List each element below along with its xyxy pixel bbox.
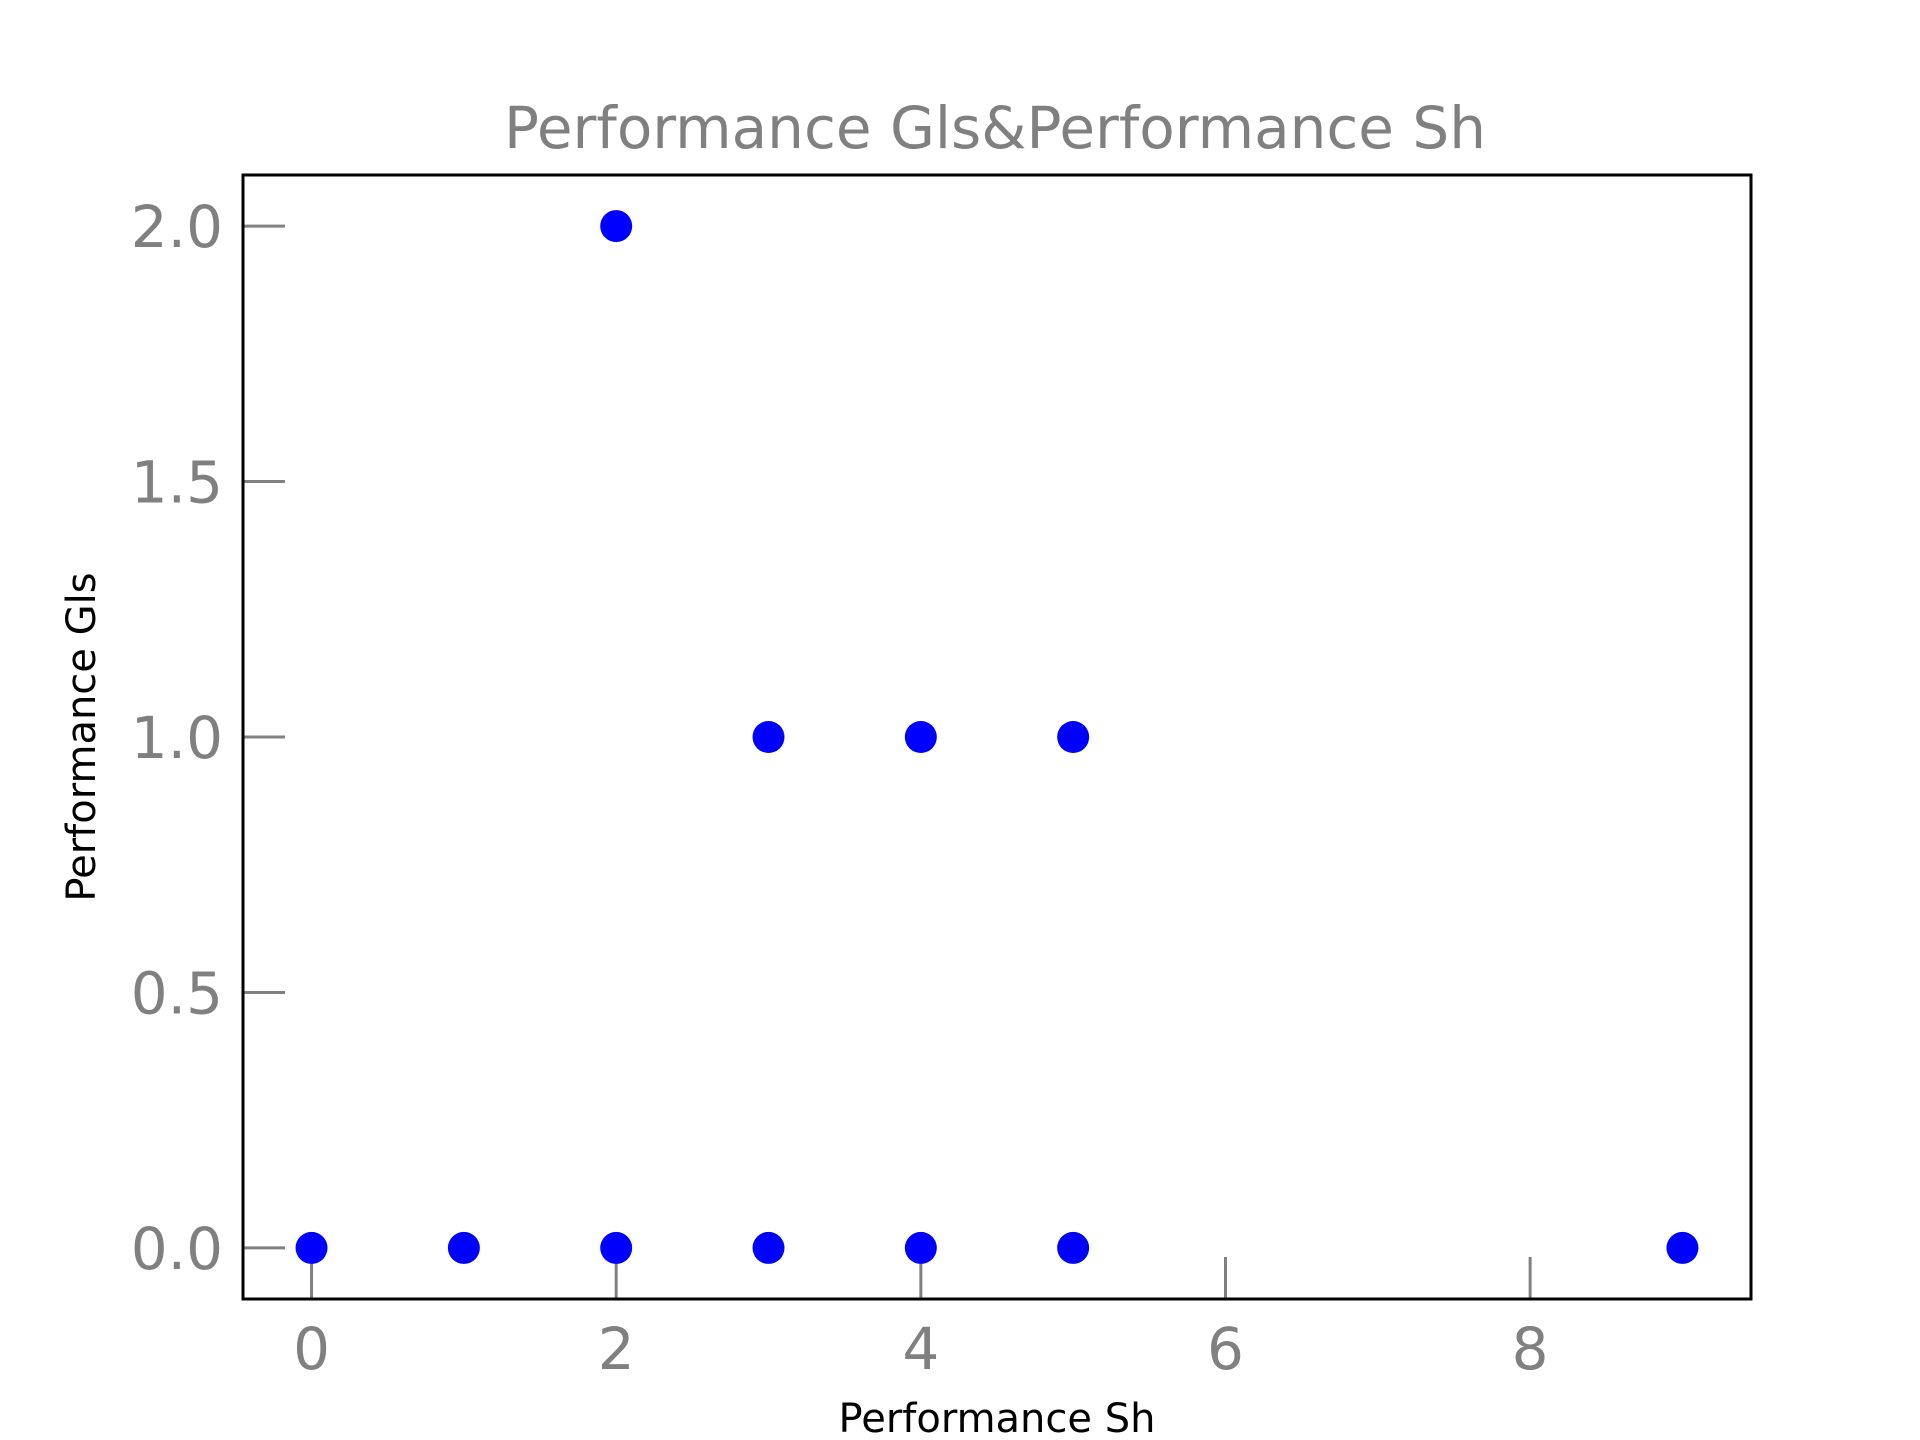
- y-tick-label: 2.0: [131, 193, 223, 261]
- y-axis-label: Performance Gls: [59, 572, 105, 901]
- plot-frame: [241, 173, 1753, 1301]
- x-tick-label: 4: [902, 1315, 939, 1383]
- data-points: [295, 210, 1699, 1264]
- data-point: [600, 210, 633, 243]
- tick-labels: 0 2 4 6 8 0.0 0.5 1.0 1.5 2.0: [131, 193, 1549, 1383]
- y-tick-label: 1.0: [131, 704, 223, 772]
- x-axis-label: Performance Sh: [839, 1396, 1156, 1440]
- x-tick-label: 8: [1512, 1315, 1549, 1383]
- data-point: [1666, 1231, 1699, 1264]
- axis-ticks: [243, 224, 1532, 1299]
- y-tick-label: 1.5: [131, 449, 223, 517]
- data-point: [904, 721, 937, 753]
- data-point: [600, 1231, 633, 1264]
- data-point: [447, 1231, 480, 1264]
- x-tick-label: 0: [293, 1315, 330, 1383]
- data-point: [295, 1231, 328, 1264]
- data-point: [752, 721, 785, 753]
- y-tick-label: 0.5: [131, 959, 223, 1027]
- x-tick-label: 6: [1207, 1315, 1244, 1383]
- data-point: [1057, 1231, 1090, 1264]
- x-tick-label: 2: [598, 1315, 635, 1383]
- data-point: [752, 1231, 785, 1264]
- y-tick-label: 0.0: [131, 1215, 223, 1283]
- data-point: [1057, 721, 1090, 753]
- chart-title: Performance Gls&Performance Sh: [504, 94, 1486, 162]
- data-point: [904, 1231, 937, 1264]
